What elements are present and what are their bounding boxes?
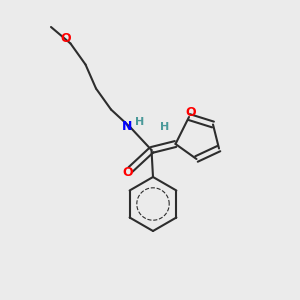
Text: N: N (122, 119, 132, 133)
Text: O: O (61, 32, 71, 46)
Text: H: H (160, 122, 169, 133)
Text: H: H (136, 117, 145, 127)
Text: O: O (122, 166, 133, 179)
Text: O: O (185, 106, 196, 119)
